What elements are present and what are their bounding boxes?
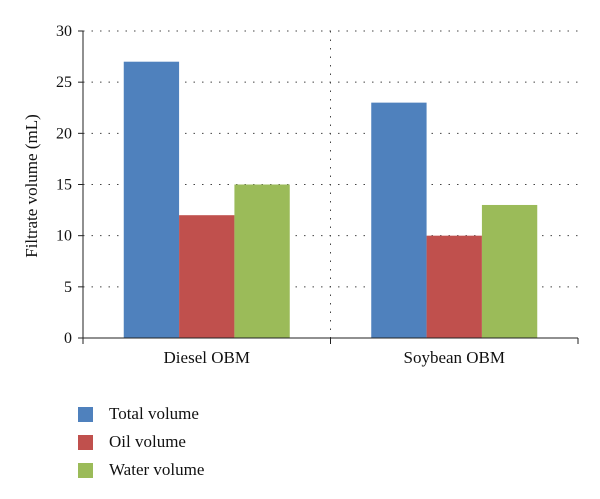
legend-item: Total volume [78, 400, 204, 428]
axes [78, 30, 579, 344]
legend: Total volume Oil volume Water volume [78, 400, 204, 484]
legend-swatch [78, 406, 93, 422]
y-tick-label: 30 [56, 23, 72, 40]
y-tick-label: 15 [56, 177, 72, 194]
bar-total-volume [371, 102, 427, 338]
category-label: Soybean OBM [403, 348, 505, 367]
y-tick-labels: 0 5 10 15 20 25 30 [56, 23, 72, 347]
category-label: Diesel OBM [164, 348, 250, 367]
legend-swatch [78, 462, 93, 478]
y-tick-label: 0 [64, 330, 72, 347]
legend-label: Oil volume [109, 432, 186, 451]
legend-label: Water volume [109, 460, 205, 479]
bar-water-volume [481, 204, 538, 338]
y-tick-label: 5 [64, 279, 72, 296]
legend-item: Water volume [78, 456, 204, 484]
y-axis-title: Filtrate volume (mL) [22, 114, 41, 258]
legend-item: Oil volume [78, 428, 204, 456]
bar-oil-volume [426, 235, 482, 338]
bars [123, 61, 538, 338]
legend-label: Total volume [109, 404, 199, 423]
bar-oil-volume [179, 215, 235, 338]
y-tick-label: 25 [56, 74, 72, 91]
y-tick-label: 20 [56, 125, 72, 142]
gridlines [83, 30, 578, 338]
legend-swatch [78, 434, 93, 450]
bar-water-volume [234, 184, 290, 338]
category-labels: Diesel OBM Soybean OBM [164, 348, 505, 367]
bar-total-volume [123, 61, 180, 338]
y-tick-label: 10 [56, 228, 72, 245]
